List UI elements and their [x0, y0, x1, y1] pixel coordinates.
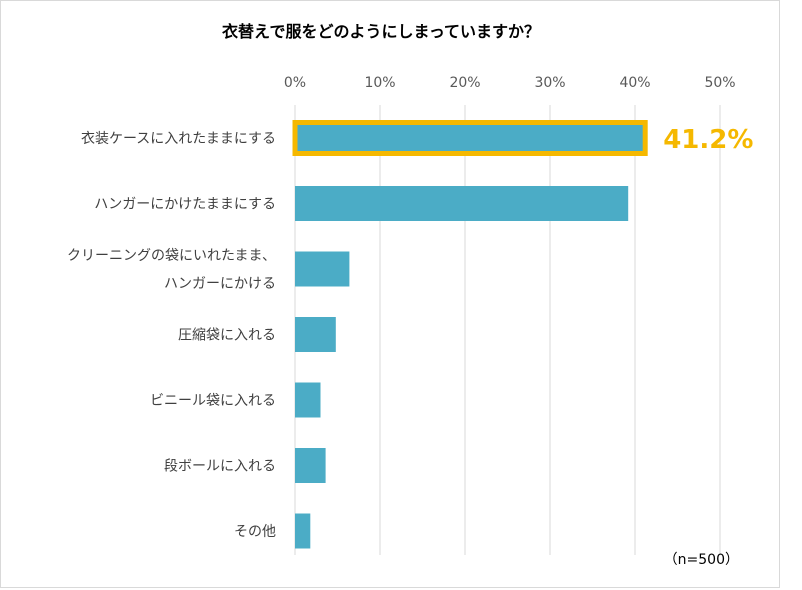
category-labels: 衣装ケースに入れたままにするハンガーにかけたままにするクリーニングの袋にいれたま…	[67, 131, 276, 540]
grid-lines	[294, 105, 721, 555]
highlight-box	[292, 120, 648, 156]
category-label: 衣装ケースに入れたままにする	[81, 131, 276, 147]
x-axis-ticks: 0% 10% 20% 30% 40% 50%	[284, 75, 736, 91]
category-label: 圧縮袋に入れる	[178, 328, 276, 344]
highlight-value-label: 41.2%	[663, 125, 753, 155]
bar	[295, 513, 311, 549]
bar-chart: 衣替えで服をどのようにしまっていますか？ 0% 10% 20% 30% 40% 50% 衣…	[67, 22, 753, 568]
x-tick-label: 30%	[534, 75, 565, 91]
bar	[295, 317, 336, 352]
chart-title: 衣替えで服をどのようにしまっていますか？	[222, 22, 540, 41]
category-label: ハンガーにかける	[164, 276, 276, 292]
chart-frame: 衣替えで服をどのようにしまっていますか？ 0% 10% 20% 30% 40% 50% 衣…	[0, 0, 780, 588]
bars	[295, 120, 646, 549]
bar	[295, 120, 646, 156]
x-tick-label: 40%	[619, 75, 650, 91]
highlight: 41.2%	[292, 120, 753, 156]
x-tick-label: 0%	[284, 75, 306, 91]
bar	[295, 382, 321, 418]
bar	[295, 251, 350, 287]
bar	[295, 186, 629, 221]
x-tick-label: 50%	[704, 75, 735, 91]
category-label: ハンガーにかけたままにする	[94, 197, 276, 213]
sample-size-note: （n=500）	[664, 552, 739, 568]
category-label: 段ボールに入れる	[164, 459, 276, 475]
category-label: クリーニングの袋にいれたまま、	[67, 248, 276, 264]
category-label: その他	[234, 524, 276, 540]
x-tick-label: 20%	[449, 75, 480, 91]
bar	[295, 448, 326, 483]
x-tick-label: 10%	[364, 75, 395, 91]
category-label: ビニール袋に入れる	[150, 393, 276, 409]
